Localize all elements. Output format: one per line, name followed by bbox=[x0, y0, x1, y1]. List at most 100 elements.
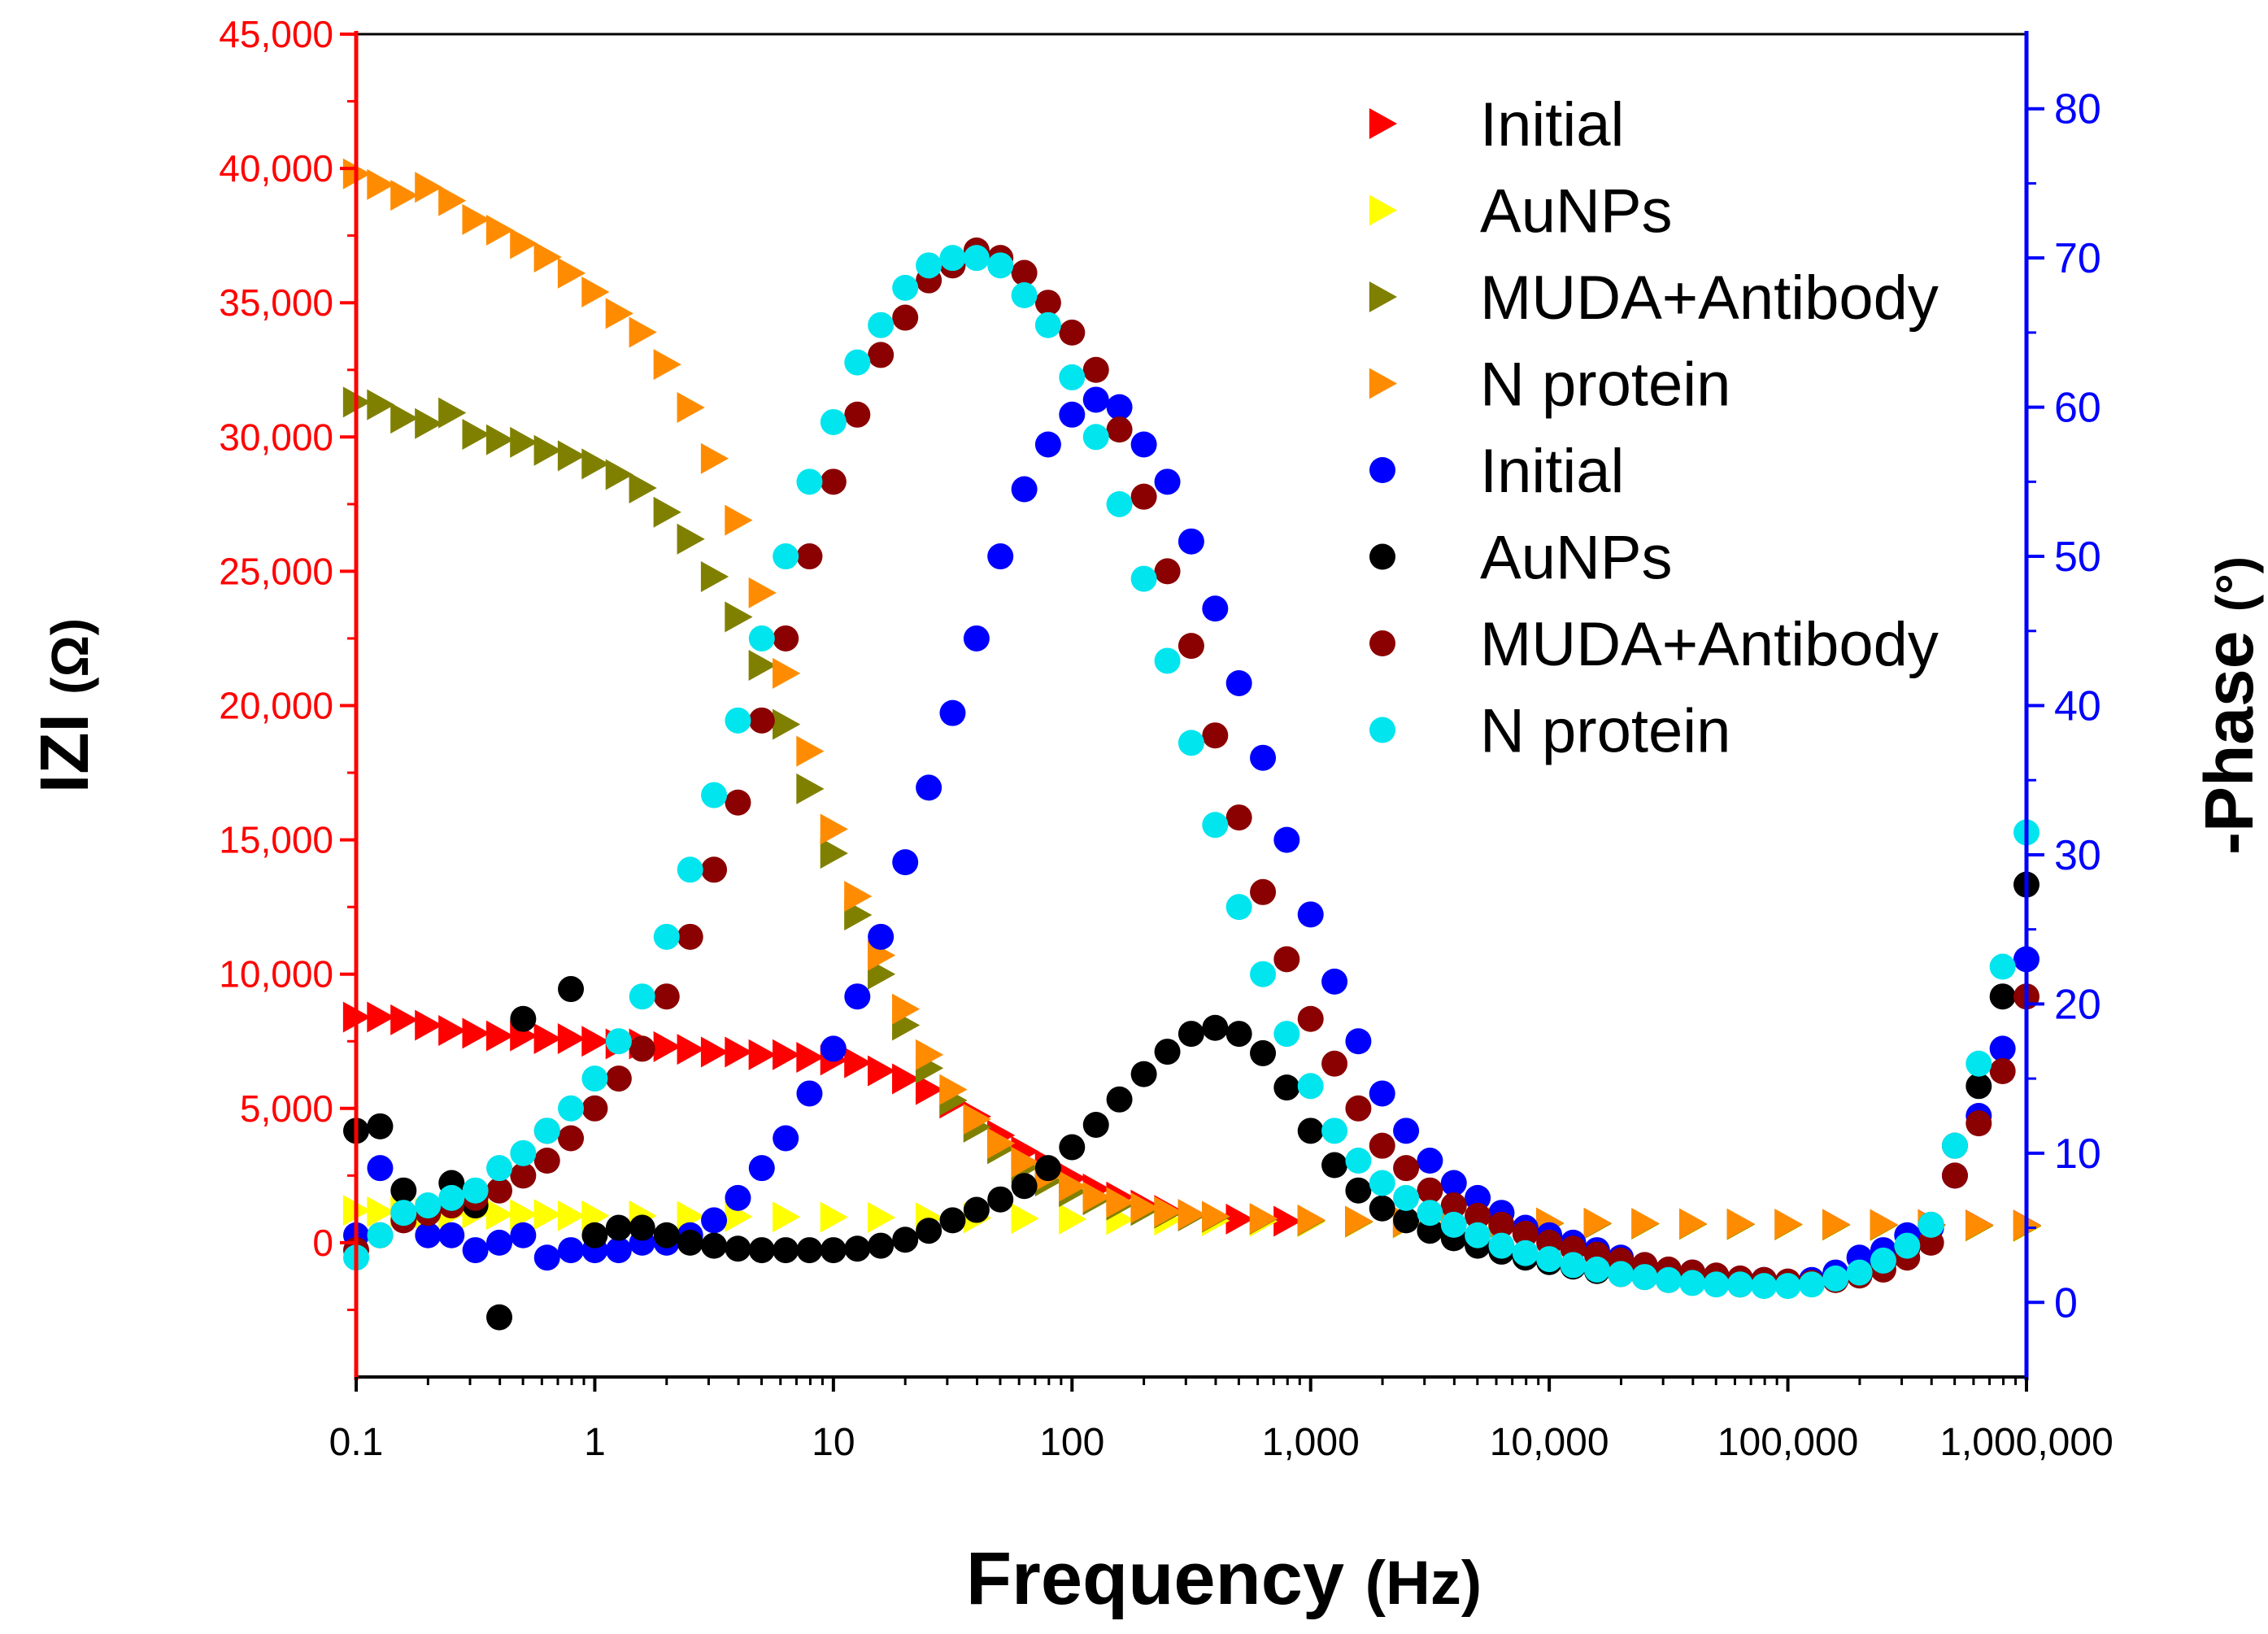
data-point-circle bbox=[1082, 424, 1109, 451]
data-point-circle bbox=[1321, 1152, 1348, 1179]
data-point-circle bbox=[1417, 1148, 1443, 1174]
data-point-circle bbox=[796, 543, 823, 570]
data-point-circle bbox=[1941, 1162, 1968, 1189]
data-point-triangle bbox=[533, 1022, 562, 1054]
data-point-triangle bbox=[1870, 1209, 1898, 1240]
data-point-circle bbox=[701, 782, 728, 808]
data-point-circle bbox=[892, 1227, 919, 1253]
data-point-circle bbox=[1536, 1246, 1563, 1273]
data-point-circle bbox=[1202, 1014, 1229, 1041]
data-point-triangle bbox=[533, 1199, 562, 1231]
data-point-circle bbox=[367, 1222, 394, 1248]
x-tick-label: 10 bbox=[812, 1421, 855, 1464]
data-point-triangle bbox=[367, 389, 395, 420]
data-point-circle bbox=[1273, 1021, 1300, 1048]
data-point-triangle bbox=[462, 1017, 490, 1049]
data-point-circle bbox=[868, 312, 895, 338]
data-point-triangle bbox=[605, 459, 633, 490]
data-point-circle bbox=[1726, 1271, 1753, 1298]
data-point-circle bbox=[1369, 1080, 1395, 1107]
data-point-circle bbox=[892, 274, 919, 301]
data-point-circle bbox=[558, 1095, 585, 1122]
data-point-triangle bbox=[653, 1031, 681, 1062]
right-tick-label: 80 bbox=[2054, 86, 2101, 133]
data-point-circle bbox=[1225, 804, 1252, 831]
x-axis-title: Frequency (Hz) bbox=[966, 1537, 1482, 1620]
x-axis-title-text: Frequency bbox=[966, 1537, 1365, 1620]
legend-label: MUDA+Antibody bbox=[1480, 610, 1939, 679]
data-point-triangle bbox=[485, 424, 515, 455]
data-point-circle bbox=[367, 1155, 394, 1182]
data-point-circle bbox=[1512, 1240, 1539, 1266]
data-point-circle bbox=[820, 408, 847, 435]
data-point-circle bbox=[1488, 1211, 1515, 1238]
data-point-circle bbox=[844, 401, 871, 428]
x-tick-label: 100,000 bbox=[1717, 1421, 1859, 1464]
series-7-n-protein-circle bbox=[343, 245, 2039, 1300]
legend-item-aunps-circle: AuNPs bbox=[1369, 524, 1673, 593]
data-point-circle bbox=[581, 1222, 608, 1248]
data-point-circle bbox=[1583, 1256, 1610, 1283]
data-point-circle bbox=[1965, 1050, 1992, 1077]
data-point-circle bbox=[963, 1196, 990, 1223]
data-point-circle bbox=[1106, 416, 1133, 443]
data-point-circle bbox=[939, 245, 966, 272]
legend-marker-triangle bbox=[1369, 108, 1398, 139]
data-point-circle bbox=[1989, 1057, 2016, 1084]
data-point-circle bbox=[1679, 1270, 1706, 1296]
data-point-circle bbox=[558, 1125, 585, 1152]
x-tick-label: 1,000 bbox=[1262, 1421, 1360, 1464]
data-point-triangle bbox=[415, 172, 443, 203]
data-point-triangle bbox=[485, 1199, 515, 1231]
right-tick-label: 60 bbox=[2054, 385, 2101, 432]
left-y-axis-title-unit: (Ω) bbox=[41, 618, 99, 695]
data-point-circle bbox=[510, 1222, 537, 1248]
data-point-triangle bbox=[415, 1009, 443, 1041]
data-point-triangle bbox=[581, 448, 610, 480]
data-point-circle bbox=[1011, 259, 1038, 286]
data-point-circle bbox=[773, 1237, 799, 1264]
data-point-triangle bbox=[892, 993, 921, 1025]
right-tick-label: 10 bbox=[2054, 1131, 2101, 1178]
data-point-circle bbox=[820, 468, 847, 495]
data-point-triangle bbox=[1273, 1205, 1302, 1237]
data-point-triangle bbox=[581, 1026, 610, 1057]
data-point-circle bbox=[748, 1155, 775, 1182]
data-point-circle bbox=[1297, 1073, 1324, 1100]
data-point-circle bbox=[653, 923, 680, 950]
left-tick-label: 45,000 bbox=[219, 13, 333, 55]
data-point-circle bbox=[1965, 1110, 1992, 1137]
data-point-circle bbox=[1034, 431, 1061, 458]
data-point-circle bbox=[1130, 483, 1157, 510]
data-point-triangle bbox=[1011, 1146, 1039, 1178]
data-point-circle bbox=[1369, 1132, 1395, 1159]
legend-marker-circle bbox=[1369, 717, 1395, 743]
data-point-circle bbox=[1011, 282, 1038, 309]
data-point-triangle bbox=[390, 403, 419, 434]
data-point-circle bbox=[725, 707, 751, 734]
data-point-triangle bbox=[629, 316, 657, 348]
data-point-circle bbox=[1178, 528, 1204, 555]
data-point-triangle bbox=[1583, 1207, 1612, 1239]
legend-marker-circle bbox=[1369, 543, 1395, 570]
data-point-circle bbox=[1154, 468, 1181, 495]
data-point-circle bbox=[1965, 1073, 1992, 1100]
data-point-circle bbox=[1345, 1095, 1372, 1122]
data-point-triangle bbox=[677, 1034, 705, 1065]
left-y-axis-title-text: IZI bbox=[26, 695, 102, 793]
data-point-circle bbox=[701, 856, 728, 883]
data-point-circle bbox=[1989, 1035, 2016, 1062]
data-point-triangle bbox=[773, 1039, 801, 1070]
left-tick-label: 30,000 bbox=[219, 416, 333, 458]
data-point-circle bbox=[1225, 1021, 1252, 1048]
data-point-triangle bbox=[725, 504, 753, 536]
data-point-circle bbox=[1273, 946, 1300, 973]
data-point-triangle bbox=[390, 180, 419, 211]
data-point-triangle bbox=[533, 242, 562, 273]
data-point-triangle bbox=[1082, 1181, 1111, 1213]
x-tick-label: 1 bbox=[584, 1421, 606, 1464]
data-point-circle bbox=[1512, 1220, 1539, 1247]
data-point-circle bbox=[438, 1184, 465, 1211]
